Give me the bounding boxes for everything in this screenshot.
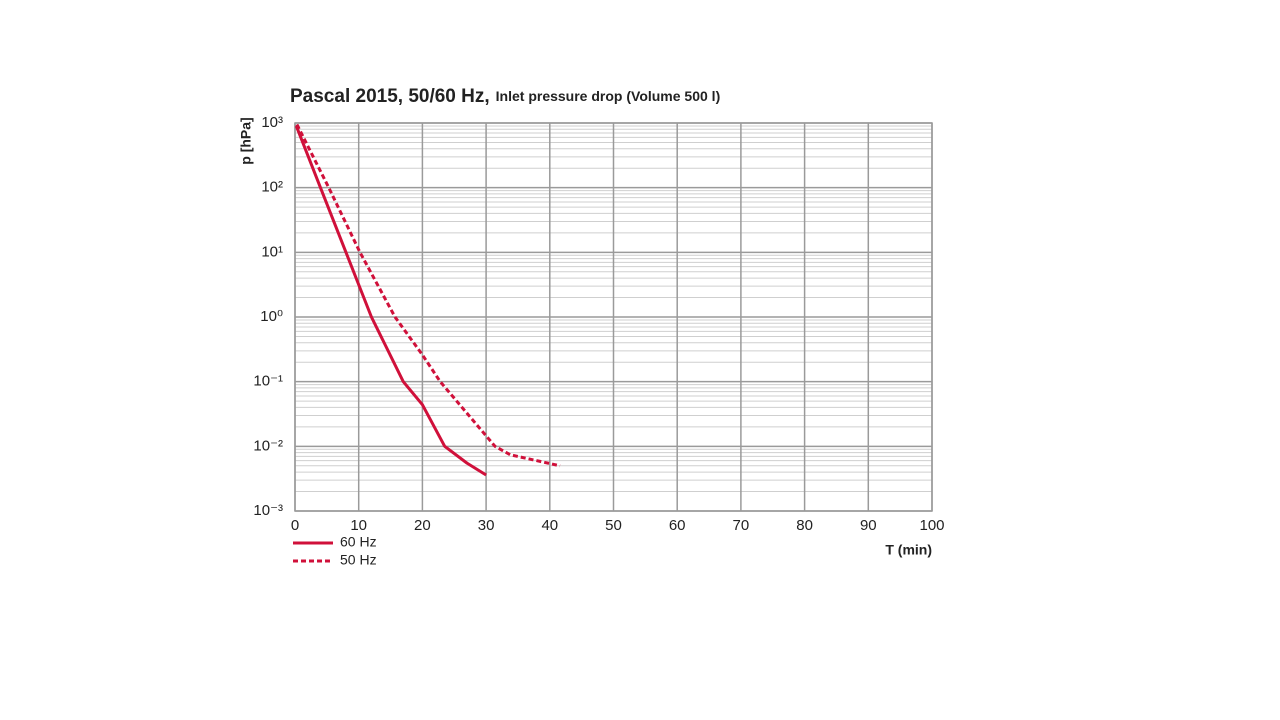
x-tick-label: 50 — [605, 517, 622, 534]
x-tick-label: 0 — [291, 517, 299, 534]
y-tick-label: 10⁻¹ — [253, 373, 283, 390]
x-tick-label: 40 — [541, 517, 558, 534]
legend-label: 50 Hz — [340, 552, 377, 568]
x-tick-label: 30 — [478, 517, 495, 534]
y-tick-label: 10¹ — [261, 243, 283, 260]
chart-title: Pascal 2015, 50/60 Hz, — [290, 86, 490, 107]
x-tick-label: 60 — [669, 517, 686, 534]
x-tick-label: 90 — [860, 517, 877, 534]
plot-frame — [294, 122, 933, 512]
chart-title-line: Pascal 2015, 50/60 Hz, Inlet pressure dro… — [290, 86, 720, 107]
x-tick-label: 10 — [350, 517, 367, 534]
x-tick-label: 80 — [796, 517, 813, 534]
x-tick-label: 20 — [414, 517, 431, 534]
y-tick-label: 10³ — [261, 114, 283, 131]
y-tick-label: 10⁰ — [260, 308, 283, 325]
x-tick-label: 70 — [733, 517, 750, 534]
legend-label: 60 Hz — [340, 534, 377, 550]
y-axis-label: p [hPa] — [238, 117, 254, 164]
series-line — [294, 125, 487, 477]
x-tick-label: 100 — [919, 517, 944, 534]
y-tick-label: 10⁻³ — [253, 502, 283, 519]
x-axis-label: T (min) — [885, 542, 932, 558]
y-tick-label: 10² — [261, 179, 283, 196]
y-tick-label: 10⁻² — [253, 437, 283, 454]
chart-subtitle: Inlet pressure drop (Volume 500 l) — [496, 88, 721, 104]
